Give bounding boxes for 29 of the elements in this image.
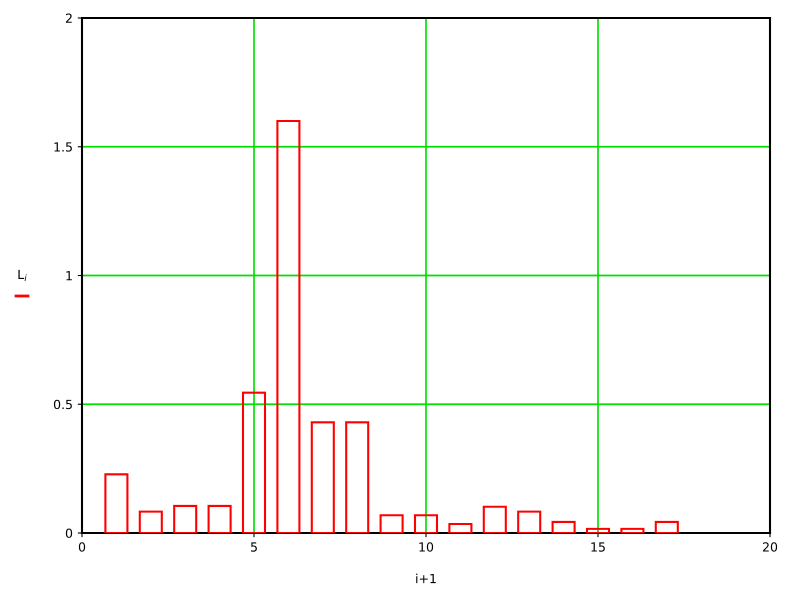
bar — [448, 522, 472, 533]
y-tick-label: 2 — [66, 13, 72, 23]
y-axis-title: L$_{i}$ — [18, 270, 27, 281]
bar — [414, 514, 438, 533]
bar — [482, 506, 507, 533]
bar — [173, 504, 198, 533]
x-tick-label: 5 — [250, 542, 257, 552]
bar — [242, 392, 266, 533]
y-tick-label: 0 — [66, 528, 72, 538]
y-tick-label: 0.5 — [54, 400, 72, 410]
x-tick-label: 0 — [78, 542, 86, 552]
x-tick-label: 20 — [762, 542, 778, 552]
bar — [517, 510, 542, 533]
x-tick-label: 15 — [591, 542, 605, 552]
bar — [276, 120, 300, 533]
bar — [345, 421, 370, 533]
y-tick-label: 1.5 — [54, 142, 72, 152]
bar — [620, 528, 644, 533]
bar — [654, 520, 679, 533]
y-tick-label: 1 — [66, 271, 72, 280]
bar — [380, 514, 404, 533]
bar — [138, 510, 163, 533]
bar — [104, 473, 128, 533]
bar — [552, 520, 576, 533]
bar — [586, 528, 610, 533]
bar — [208, 504, 232, 533]
bar — [310, 421, 335, 533]
x-axis-title: i+1 — [416, 574, 436, 584]
x-tick-label: 10 — [419, 542, 434, 552]
